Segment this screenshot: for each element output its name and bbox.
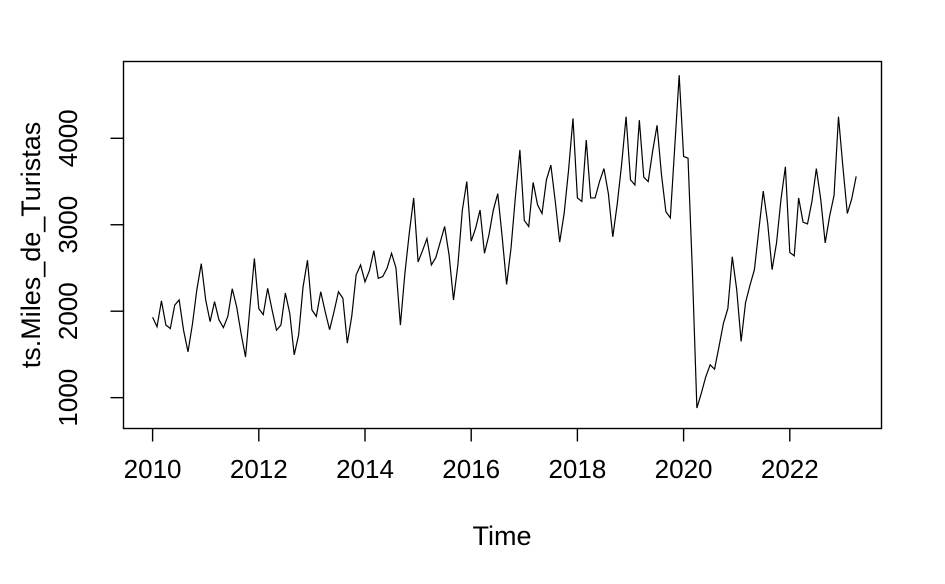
- x-tick-label: 2022: [761, 454, 819, 484]
- y-axis-tick-labels: 1000 2000 3000 4000: [53, 109, 83, 426]
- x-tick-label: 2018: [548, 454, 606, 484]
- plot-box: [122, 60, 883, 430]
- x-tick-label: 2014: [336, 454, 394, 484]
- x-tick-label: 2016: [442, 454, 500, 484]
- y-axis-ticks: [110, 137, 124, 399]
- x-tick-label: 2010: [124, 454, 182, 484]
- y-tick-label: 3000: [53, 196, 83, 254]
- x-tick-label: 2020: [655, 454, 713, 484]
- y-axis-title: ts.Miles_de_Turistas: [16, 122, 46, 369]
- x-tick-label: 2012: [230, 454, 288, 484]
- x-axis-title: Time: [473, 521, 532, 551]
- y-tick-label: 2000: [53, 282, 83, 340]
- y-tick-label: 4000: [53, 109, 83, 167]
- time-series-line: [152, 75, 857, 409]
- y-tick-label: 1000: [53, 369, 83, 427]
- x-axis-tick-labels: 2010 2012 2014 2016 2018 2020 2022: [124, 454, 819, 484]
- x-axis-ticks: [151, 428, 791, 442]
